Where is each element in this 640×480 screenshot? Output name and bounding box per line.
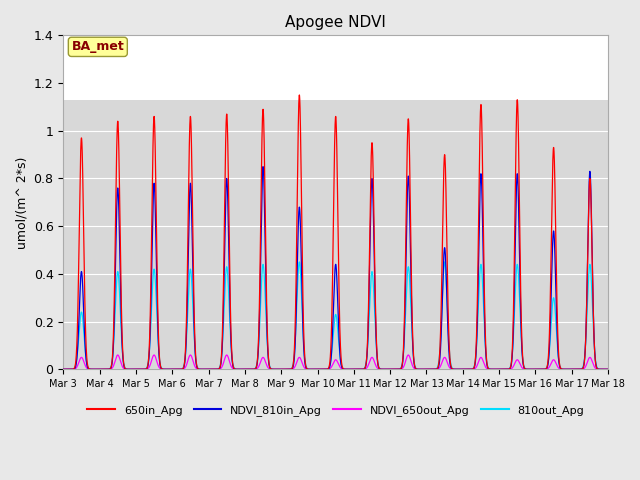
Y-axis label: umol/(m^ 2*s): umol/(m^ 2*s): [15, 156, 28, 249]
Title: Apogee NDVI: Apogee NDVI: [285, 15, 386, 30]
Bar: [63, 0, 608, 100]
Legend: 650in_Apg, NDVI_810in_Apg, NDVI_650out_Apg, 810out_Apg: 650in_Apg, NDVI_810in_Apg, NDVI_650out_A…: [83, 401, 589, 420]
Text: BA_met: BA_met: [72, 40, 124, 53]
